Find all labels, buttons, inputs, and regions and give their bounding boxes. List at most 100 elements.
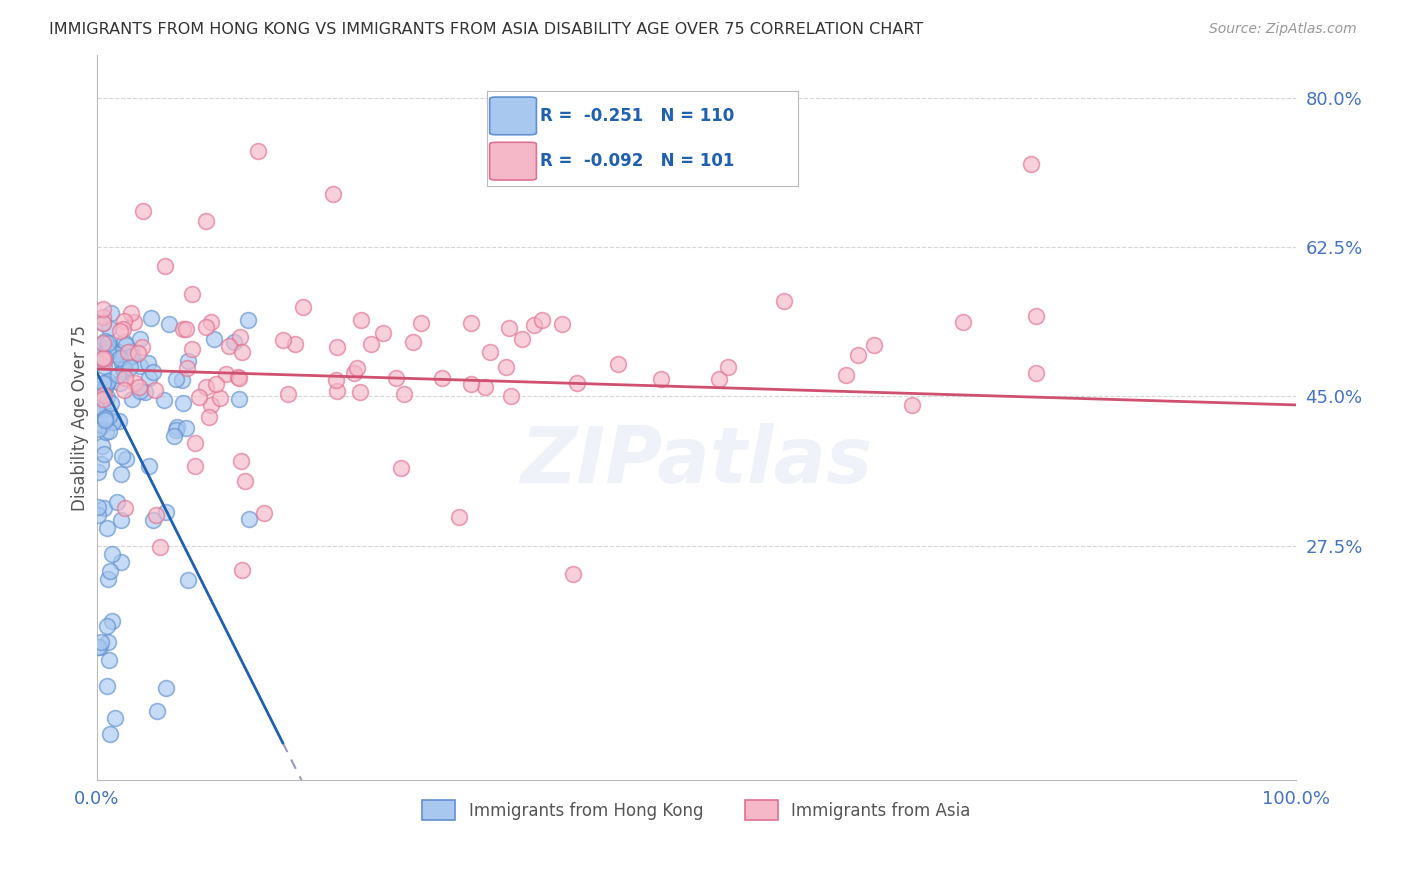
Point — [110, 513, 132, 527]
Point — [501, 388, 523, 402]
Point — [391, 461, 413, 475]
Point — [87, 389, 110, 403]
Point — [105, 348, 128, 362]
Point — [229, 329, 252, 343]
Point — [87, 422, 110, 436]
Point — [111, 449, 134, 463]
Point — [108, 376, 131, 390]
Point — [98, 564, 121, 578]
Point — [863, 337, 886, 351]
Point — [97, 572, 120, 586]
Point — [128, 380, 150, 394]
Point — [121, 349, 143, 363]
Text: Source: ZipAtlas.com: Source: ZipAtlas.com — [1209, 22, 1357, 37]
Point — [139, 310, 162, 325]
Point — [1025, 309, 1047, 323]
Point — [100, 396, 122, 410]
Point — [218, 339, 240, 353]
Point — [177, 573, 200, 587]
Point — [93, 408, 115, 422]
Point — [98, 424, 121, 438]
Point — [87, 466, 110, 480]
Point — [91, 351, 114, 365]
Point — [108, 351, 131, 365]
Point — [131, 203, 153, 218]
Legend: Immigrants from Hong Kong, Immigrants from Asia: Immigrants from Hong Kong, Immigrants fr… — [415, 794, 977, 826]
Point — [184, 435, 207, 450]
Point — [157, 317, 180, 331]
Point — [228, 370, 250, 384]
Point — [228, 370, 250, 384]
Point — [326, 384, 349, 399]
Point — [1021, 157, 1043, 171]
Point — [110, 324, 132, 338]
Point — [291, 300, 314, 314]
Point — [146, 704, 169, 718]
Point — [430, 371, 453, 385]
Point — [97, 374, 120, 388]
Point — [224, 335, 246, 350]
Point — [91, 316, 114, 330]
Point — [91, 346, 114, 360]
Point — [96, 619, 118, 633]
Point — [90, 635, 112, 649]
Point — [228, 392, 250, 407]
Point — [343, 367, 366, 381]
Point — [96, 679, 118, 693]
Point — [176, 360, 198, 375]
Point — [97, 344, 120, 359]
Point — [153, 260, 176, 274]
Point — [93, 353, 115, 368]
Point — [231, 345, 253, 359]
Point — [172, 396, 194, 410]
Point — [114, 500, 136, 515]
Point — [200, 315, 222, 329]
Point — [91, 335, 114, 350]
Point — [97, 635, 120, 649]
Point — [350, 313, 373, 327]
Point — [198, 410, 221, 425]
Point — [901, 398, 924, 412]
Point — [112, 314, 135, 328]
Point — [93, 359, 115, 373]
Point — [87, 640, 110, 654]
Point — [94, 411, 117, 425]
Point — [231, 454, 253, 468]
Point — [409, 316, 432, 330]
Point — [142, 365, 165, 379]
Point — [97, 335, 120, 350]
Text: ZIPatlas: ZIPatlas — [520, 423, 873, 500]
Point — [93, 388, 115, 402]
Point — [110, 555, 132, 569]
Point — [153, 392, 176, 407]
Point — [184, 459, 207, 474]
Point — [172, 322, 194, 336]
Point — [89, 392, 111, 407]
Point — [478, 345, 501, 359]
Point — [392, 386, 415, 401]
Point — [93, 446, 115, 460]
Point — [98, 727, 121, 741]
Point — [134, 385, 156, 400]
Point — [118, 359, 141, 374]
Point — [273, 333, 295, 347]
Point — [562, 566, 585, 581]
Point — [94, 351, 117, 366]
Point — [94, 425, 117, 439]
Point — [236, 312, 259, 326]
Point — [181, 343, 204, 357]
Point — [166, 420, 188, 434]
Point — [87, 339, 110, 353]
Point — [174, 322, 197, 336]
Point — [105, 495, 128, 509]
Point — [89, 382, 111, 396]
Point — [117, 345, 139, 359]
Point — [121, 392, 143, 407]
Point — [402, 335, 425, 350]
Point — [233, 474, 256, 488]
Point — [531, 313, 554, 327]
Point — [89, 408, 111, 422]
Point — [138, 458, 160, 473]
Point — [650, 372, 672, 386]
Point — [346, 361, 368, 376]
